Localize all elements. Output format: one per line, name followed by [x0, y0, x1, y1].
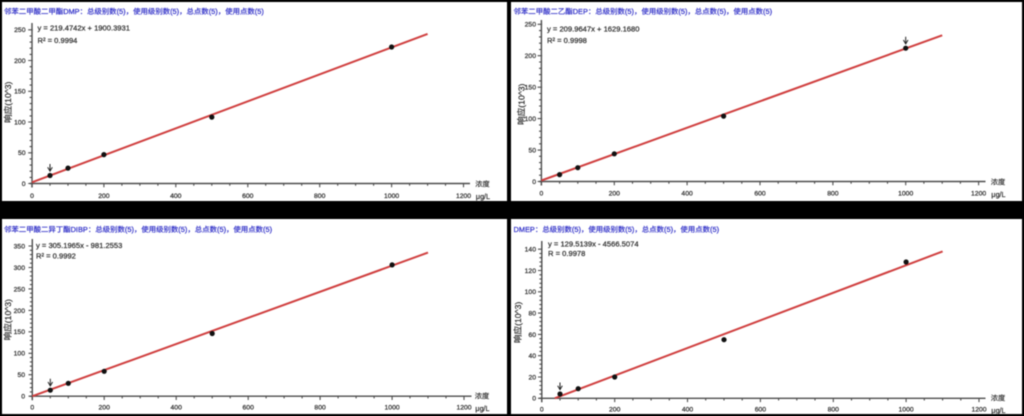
svg-text:y = 305.1965x - 981.2553: y = 305.1965x - 981.2553: [36, 241, 122, 250]
svg-text:R² = 0.9994: R² = 0.9994: [38, 36, 78, 45]
svg-text:100: 100: [14, 351, 26, 358]
svg-text:0: 0: [540, 407, 544, 414]
svg-text:(5): (5): [625, 225, 634, 234]
svg-text:(10^3): (10^3): [3, 81, 13, 105]
svg-text:400: 400: [682, 407, 694, 414]
svg-text:DMEP: DMEP: [514, 225, 535, 234]
svg-text:DMP: DMP: [63, 7, 79, 16]
svg-text:250: 250: [525, 22, 537, 29]
svg-text:(10^3): (10^3): [513, 302, 523, 326]
svg-text:600: 600: [754, 191, 766, 198]
svg-text:0: 0: [540, 191, 544, 198]
svg-text:1200: 1200: [456, 193, 471, 200]
svg-text:1000: 1000: [385, 405, 400, 412]
svg-text:(5): (5): [572, 225, 581, 234]
svg-text:600: 600: [243, 405, 255, 412]
svg-text:1000: 1000: [384, 193, 399, 200]
svg-text:(5): (5): [717, 7, 726, 16]
svg-text:(5): (5): [178, 225, 187, 234]
svg-text:60: 60: [528, 332, 536, 339]
svg-text:50: 50: [18, 150, 26, 157]
svg-text:(5): (5): [217, 225, 226, 234]
svg-text:1200: 1200: [971, 407, 986, 414]
svg-text:(5): (5): [125, 225, 134, 234]
svg-text:200: 200: [98, 193, 110, 200]
svg-text:1200: 1200: [456, 405, 471, 412]
svg-text:1200: 1200: [971, 191, 986, 198]
svg-text:1000: 1000: [898, 191, 913, 198]
svg-text:200: 200: [525, 53, 537, 60]
svg-text:R = 0.9978: R = 0.9978: [548, 249, 585, 258]
svg-text:0: 0: [22, 181, 26, 188]
svg-text:(5): (5): [710, 225, 719, 234]
svg-text:R² = 0.9998: R² = 0.9998: [547, 36, 587, 45]
svg-text:0: 0: [21, 394, 25, 401]
svg-text:250: 250: [14, 27, 26, 34]
svg-text:0: 0: [30, 193, 34, 200]
svg-text:140: 140: [525, 247, 537, 254]
svg-text:120: 120: [525, 268, 537, 275]
svg-text:(5): (5): [209, 7, 218, 16]
svg-text:800: 800: [314, 193, 326, 200]
svg-text:50: 50: [528, 148, 536, 155]
svg-text:200: 200: [14, 308, 26, 315]
svg-text:40: 40: [528, 353, 536, 360]
svg-text:(5): (5): [625, 7, 634, 16]
svg-text:400: 400: [171, 405, 183, 412]
svg-text:800: 800: [314, 405, 326, 412]
svg-text:800: 800: [827, 191, 839, 198]
svg-text:(5): (5): [263, 225, 272, 234]
svg-text:400: 400: [681, 191, 693, 198]
svg-text:μg/L: μg/L: [991, 190, 1005, 199]
svg-text:200: 200: [609, 407, 621, 414]
svg-text:y = 209.9647x + 1629.1680: y = 209.9647x + 1629.1680: [547, 25, 639, 34]
svg-text:R² = 0.9992: R² = 0.9992: [36, 252, 76, 261]
svg-text:μg/L: μg/L: [476, 192, 490, 201]
svg-text:800: 800: [828, 407, 840, 414]
svg-text:350: 350: [14, 243, 26, 250]
svg-text:200: 200: [99, 405, 111, 412]
svg-text:y = 219.4742x + 1900.3931: y = 219.4742x + 1900.3931: [38, 24, 130, 33]
svg-text:1000: 1000: [899, 407, 914, 414]
svg-text:(10^3): (10^3): [516, 83, 526, 107]
svg-text:600: 600: [755, 407, 767, 414]
svg-text:μg/L: μg/L: [475, 404, 489, 413]
svg-text:100: 100: [525, 116, 537, 123]
svg-text:DIBP: DIBP: [71, 225, 88, 234]
svg-text:250: 250: [14, 286, 26, 293]
svg-text:600: 600: [242, 193, 254, 200]
svg-text:100: 100: [14, 119, 26, 126]
svg-text:DEP: DEP: [573, 7, 588, 16]
svg-text:50: 50: [17, 372, 25, 379]
svg-text:100: 100: [525, 289, 537, 296]
svg-text:(10^3): (10^3): [3, 299, 13, 323]
svg-text:300: 300: [14, 265, 26, 272]
svg-text:(5): (5): [763, 7, 772, 16]
svg-text:μg/L: μg/L: [991, 406, 1005, 415]
svg-text:0: 0: [532, 179, 536, 186]
svg-text:(5): (5): [678, 7, 687, 16]
svg-text:200: 200: [609, 191, 621, 198]
svg-text:(5): (5): [664, 225, 673, 234]
svg-text:y = 129.5139x - 4566.5074: y = 129.5139x - 4566.5074: [548, 240, 639, 249]
svg-text:150: 150: [14, 329, 26, 336]
svg-text:400: 400: [170, 193, 182, 200]
svg-text:20: 20: [528, 374, 536, 381]
svg-text:80: 80: [528, 311, 536, 318]
svg-text:(5): (5): [170, 7, 179, 16]
svg-text:(5): (5): [117, 7, 126, 16]
svg-text:(5): (5): [255, 7, 264, 16]
svg-text:150: 150: [14, 89, 26, 96]
svg-text:0: 0: [532, 396, 536, 403]
svg-text:150: 150: [525, 85, 537, 92]
svg-text:200: 200: [14, 58, 26, 65]
svg-text:0: 0: [30, 405, 34, 412]
